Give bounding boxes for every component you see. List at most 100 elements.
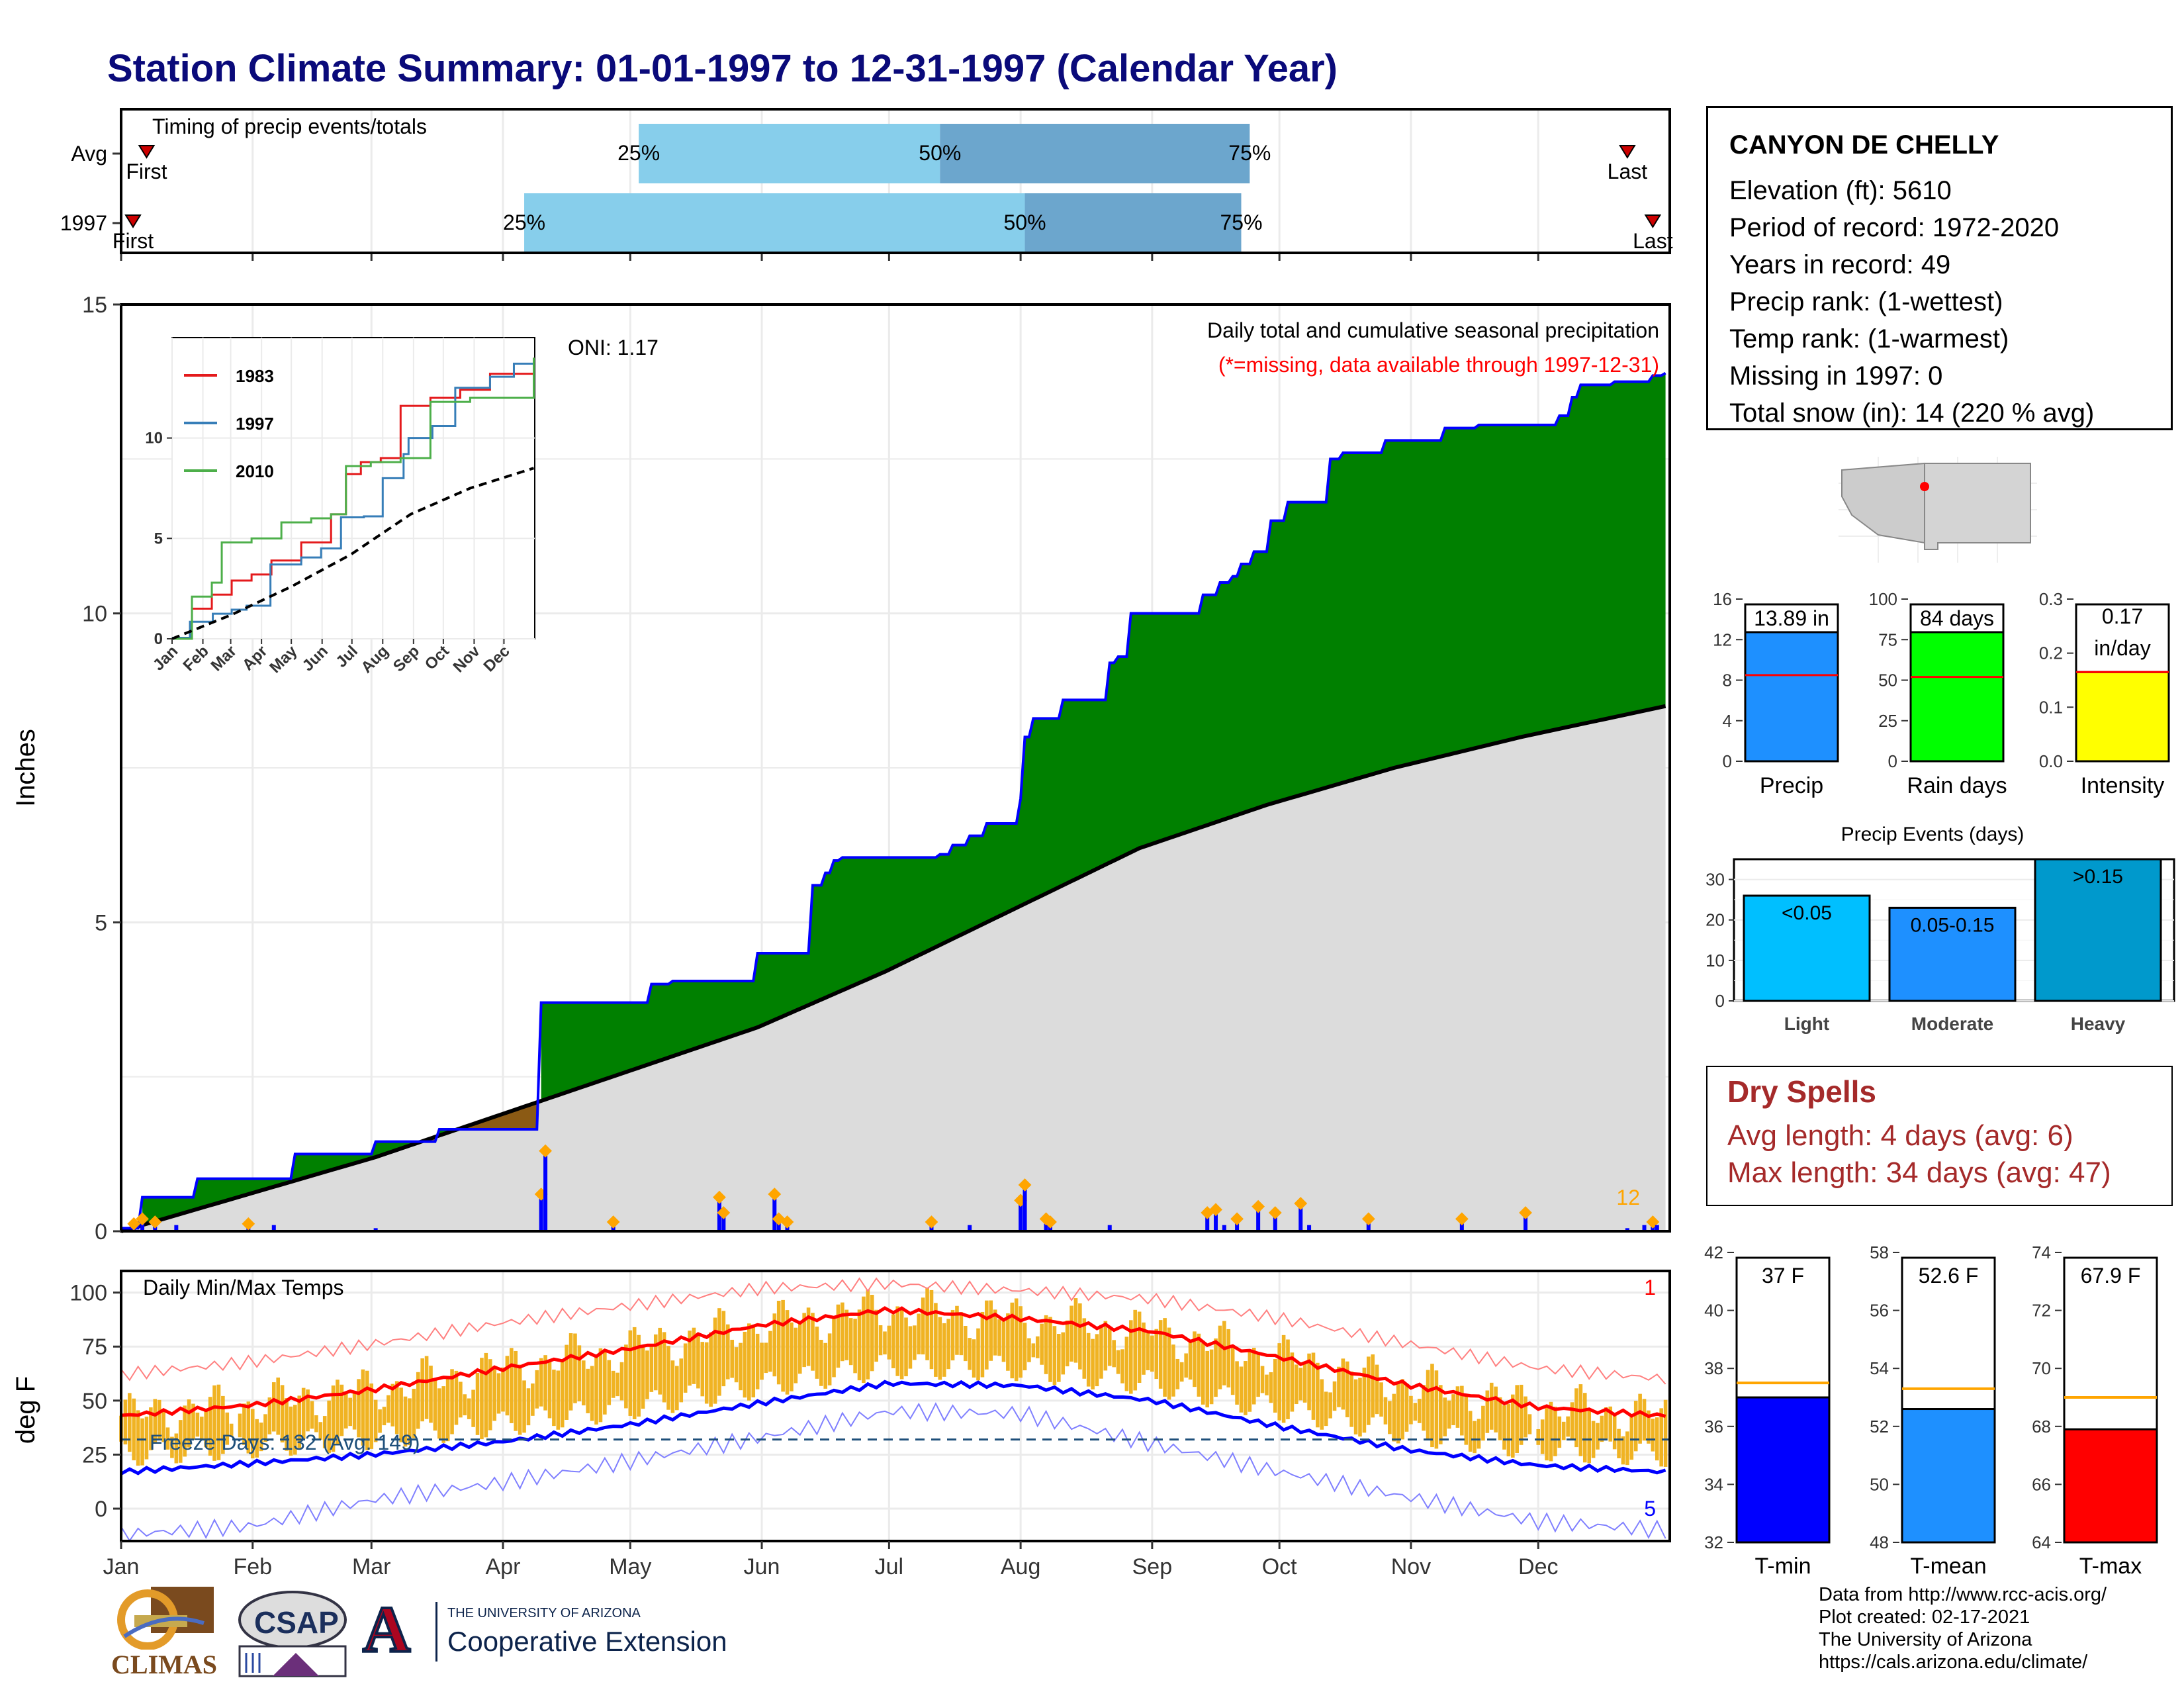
daily-precip-bar (543, 1150, 548, 1231)
daily-temp-range-bar (764, 1342, 768, 1374)
daily-temp-range-bar (1171, 1344, 1175, 1397)
daily-temp-range-bar (522, 1380, 526, 1433)
daily-precip-marker (1294, 1197, 1308, 1210)
daily-temp-range-bar (123, 1399, 128, 1445)
daily-temp-range-bar (157, 1399, 161, 1440)
daily-temp-range-bar (204, 1410, 208, 1448)
inset-legend-label: 1983 (236, 366, 274, 386)
inset-legend-label: 2010 (236, 461, 274, 481)
daily-temp-range-bar (200, 1417, 204, 1440)
daily-temp-range-bar (1566, 1416, 1570, 1437)
daily-temp-range-bar (361, 1369, 365, 1446)
events-bar-label: <0.05 (1782, 902, 1832, 924)
daily-temp-range-bar (1604, 1407, 1608, 1439)
daily-precip-marker (1209, 1203, 1222, 1217)
summary-ytick-label: 0.3 (2039, 589, 2063, 609)
daily-temp-range-bar (183, 1405, 187, 1457)
station-elevation: Elevation (ft): 5610 (1729, 176, 1952, 205)
timing-q50-q75-bar (940, 124, 1250, 183)
summary-ytick-label: 50 (1878, 671, 1897, 690)
daily-temp-range-bar (802, 1313, 806, 1368)
daily-temp-range-bar (1107, 1327, 1112, 1366)
daily-temp-range-bar (1612, 1415, 1617, 1450)
events-ytick-label: 20 (1706, 910, 1725, 930)
daily-precip-marker (717, 1206, 731, 1219)
daily-temp-range-bar (853, 1319, 857, 1374)
temp-summary-ytick-label: 74 (2032, 1243, 2051, 1262)
daily-temp-range-bar (539, 1358, 543, 1407)
daily-temp-range-bar (1146, 1333, 1150, 1370)
daily-temp-range-bar (827, 1333, 832, 1385)
month-label: Dec (1518, 1554, 1558, 1579)
daily-temp-range-bar (1659, 1408, 1663, 1467)
daily-temp-range-bar (195, 1413, 200, 1437)
daily-temp-range-bar (776, 1301, 781, 1385)
daily-temp-range-bar (1443, 1397, 1447, 1436)
timing-q50-q75-bar (1024, 193, 1242, 253)
daily-temp-range-bar (1413, 1403, 1418, 1421)
dry-spells-avg: Avg length: 4 days (avg: 6) (1727, 1119, 2073, 1152)
daily-temp-range-bar (310, 1401, 314, 1429)
daily-temp-range-bar (1582, 1393, 1587, 1463)
daily-precip-bar (271, 1225, 276, 1231)
daily-temp-range-bar (1116, 1350, 1120, 1374)
daily-temp-range-bar (921, 1297, 925, 1355)
daily-temp-range-bar (573, 1333, 577, 1403)
daily-temp-range-bar (399, 1387, 403, 1442)
avg-max-line (120, 1306, 1666, 1419)
daily-temp-range-bar (496, 1373, 501, 1414)
daily-temp-range-bar (365, 1370, 369, 1450)
daily-temp-range-bar (1430, 1364, 1434, 1448)
daily-temp-range-bar (594, 1356, 598, 1425)
daily-temp-range-bar (704, 1342, 709, 1404)
daily-precip-bar (1642, 1225, 1647, 1231)
daily-temp-range-bar (624, 1344, 628, 1409)
daily-temp-range-bar (467, 1398, 471, 1419)
daily-temp-range-bar (1388, 1401, 1392, 1434)
daily-temp-range-bar (615, 1372, 619, 1397)
daily-temp-range-bar (1320, 1379, 1324, 1430)
daily-temp-range-bar (216, 1384, 221, 1460)
daily-temp-range-bar (670, 1360, 675, 1413)
timing-q25-q50-bar (639, 124, 940, 183)
temp-summary-bars: 32 34 36 38 40 42 37 F T-min 48 50 52 54 56 58 52.6 F T… (1704, 1243, 2158, 1579)
daily-temp-range-bar (611, 1370, 615, 1398)
temp-summary-ytick-label: 64 (2032, 1532, 2051, 1552)
temp-ytick-label: 50 (82, 1389, 107, 1414)
timing-row-avg-label: Avg (71, 142, 107, 165)
temp-summary-ytick-label: 32 (1704, 1532, 1723, 1552)
daily-temp-range-bar (917, 1313, 921, 1354)
daily-temp-range-bar (1655, 1417, 1659, 1461)
daily-temp-range-bar (1078, 1303, 1082, 1370)
station-precip-rank: Precip rank: (1-wettest) (1729, 287, 2003, 316)
daily-temp-range-bar (208, 1397, 212, 1456)
daily-temp-range-bar (1642, 1399, 1647, 1441)
daily-temp-range-bar (424, 1356, 429, 1419)
daily-temp-range-bar (246, 1401, 251, 1454)
daily-precip-bar (1273, 1213, 1277, 1231)
daily-temp-range-bar (925, 1288, 929, 1360)
temp-ylabel: deg F (11, 1376, 40, 1444)
daily-temp-range-bar (1596, 1423, 1600, 1450)
daily-precip-marker (768, 1188, 782, 1201)
daily-temp-range-bar (259, 1423, 263, 1452)
daily-temp-range-bar (1383, 1397, 1388, 1425)
summary-ytick-label: 100 (1869, 589, 1897, 609)
last-marker-icon (1619, 145, 1636, 159)
summary-value-label: 84 days (1920, 606, 1994, 630)
daily-precip-bar (373, 1228, 378, 1231)
daily-temp-range-bar (1561, 1421, 1566, 1440)
daily-temp-range-bar (1557, 1416, 1562, 1448)
daily-precip-bar (1107, 1225, 1112, 1231)
daily-temp-range-bar (1073, 1298, 1078, 1363)
daily-temp-range-bar (501, 1367, 505, 1412)
daily-precip-bar (539, 1194, 543, 1231)
daily-temp-range-bar (985, 1300, 989, 1370)
summary-value-box (1909, 603, 2005, 633)
daily-temp-range-bar (713, 1317, 717, 1404)
daily-temp-range-bar (980, 1311, 985, 1378)
daily-temp-range-bar (547, 1361, 552, 1419)
daily-temp-range-bar (238, 1413, 242, 1438)
daily-temp-range-bar (1035, 1336, 1040, 1358)
events-bar-moderate (1888, 906, 2017, 1002)
